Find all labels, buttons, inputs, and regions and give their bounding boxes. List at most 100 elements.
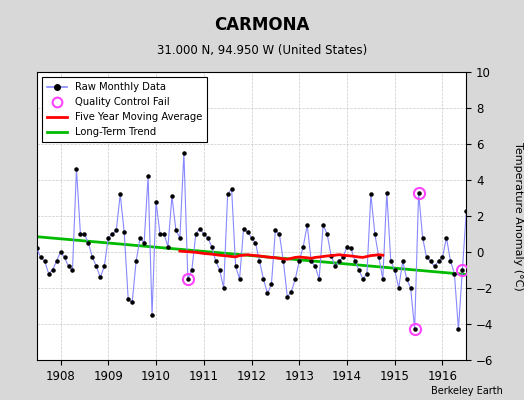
Y-axis label: Temperature Anomaly (°C): Temperature Anomaly (°C): [513, 142, 523, 290]
Point: [32, 245, 41, 252]
Point: [335, 258, 343, 264]
Point: [148, 312, 156, 318]
Point: [100, 263, 108, 270]
Point: [315, 276, 323, 282]
Point: [375, 254, 383, 261]
Point: [494, 227, 503, 234]
Point: [355, 267, 363, 273]
Point: [60, 254, 69, 261]
Point: [486, 263, 495, 270]
Point: [48, 267, 57, 273]
Point: [367, 191, 375, 198]
Point: [299, 243, 308, 250]
Point: [267, 281, 276, 288]
Point: [506, 272, 515, 278]
Point: [124, 296, 133, 302]
Point: [232, 263, 240, 270]
Point: [478, 263, 486, 270]
Point: [427, 258, 435, 264]
Text: 31.000 N, 94.950 W (United States): 31.000 N, 94.950 W (United States): [157, 44, 367, 57]
Point: [383, 189, 391, 196]
Point: [363, 270, 371, 277]
Point: [295, 258, 303, 264]
Point: [399, 258, 407, 264]
Point: [387, 258, 395, 264]
Point: [203, 234, 212, 241]
Point: [430, 263, 439, 270]
Point: [64, 263, 73, 270]
Point: [164, 243, 172, 250]
Point: [303, 222, 311, 228]
Point: [156, 231, 164, 237]
Point: [379, 276, 387, 282]
Point: [88, 254, 96, 261]
Point: [454, 326, 463, 333]
Point: [339, 254, 347, 261]
Point: [418, 234, 427, 241]
Point: [176, 234, 184, 241]
Point: [450, 270, 458, 277]
Point: [410, 326, 419, 333]
Point: [390, 267, 399, 273]
Point: [458, 267, 466, 273]
Point: [168, 193, 176, 199]
Point: [152, 198, 160, 205]
Point: [311, 263, 319, 270]
Point: [68, 267, 77, 273]
Point: [407, 285, 415, 291]
Point: [239, 225, 248, 232]
Point: [104, 234, 113, 241]
Point: [271, 227, 280, 234]
Point: [414, 189, 423, 196]
Point: [279, 258, 288, 264]
Point: [215, 267, 224, 273]
Point: [220, 285, 228, 291]
Point: [223, 191, 232, 198]
Point: [498, 209, 506, 216]
Point: [195, 225, 204, 232]
Point: [57, 249, 65, 255]
Point: [72, 166, 81, 172]
Point: [466, 227, 475, 234]
Point: [208, 243, 216, 250]
Point: [140, 240, 148, 246]
Point: [40, 258, 49, 264]
Point: [434, 258, 443, 264]
Point: [291, 276, 300, 282]
Point: [128, 299, 136, 306]
Point: [243, 229, 252, 235]
Point: [275, 231, 283, 237]
Point: [92, 263, 101, 270]
Point: [160, 231, 168, 237]
Point: [108, 231, 116, 237]
Point: [235, 276, 244, 282]
Point: [438, 254, 446, 261]
Point: [52, 258, 61, 264]
Point: [462, 207, 471, 214]
Point: [227, 186, 236, 192]
Point: [502, 227, 510, 234]
Point: [192, 231, 200, 237]
Point: [395, 285, 403, 291]
Point: [112, 227, 121, 234]
Point: [347, 245, 355, 252]
Point: [184, 276, 192, 282]
Point: [287, 288, 296, 295]
Point: [132, 258, 140, 264]
Point: [180, 150, 188, 156]
Point: [263, 290, 271, 297]
Point: [331, 263, 339, 270]
Point: [172, 227, 180, 234]
Point: [370, 231, 379, 237]
Point: [351, 258, 359, 264]
Point: [255, 258, 264, 264]
Point: [319, 222, 328, 228]
Point: [474, 258, 483, 264]
Point: [212, 258, 220, 264]
Point: [402, 276, 411, 282]
Point: [323, 231, 331, 237]
Point: [442, 234, 451, 241]
Point: [470, 240, 478, 246]
Point: [343, 243, 351, 250]
Point: [283, 294, 291, 300]
